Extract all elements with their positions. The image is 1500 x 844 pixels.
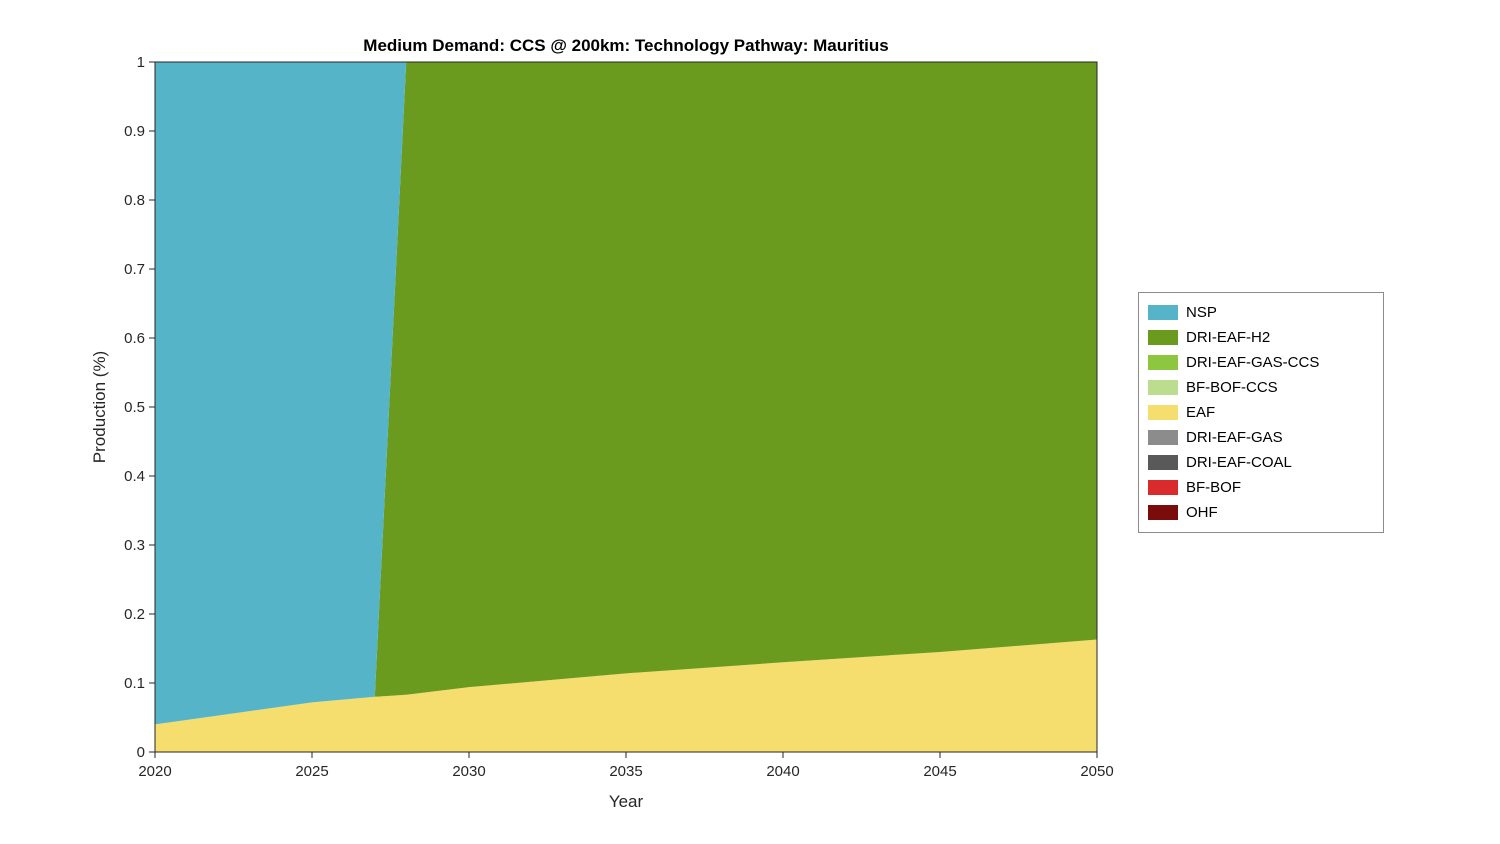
y-tick-label: 0.7	[124, 261, 145, 278]
x-tick-label: 2025	[295, 763, 328, 780]
legend-item-OHF: OHF	[1148, 500, 1374, 525]
legend-swatch-DRI-EAF-GAS-CCS	[1148, 355, 1178, 370]
area-series-DRI-EAF-H2	[155, 62, 1097, 725]
legend-swatch-OHF	[1148, 505, 1178, 520]
x-tick-label: 2030	[452, 763, 485, 780]
legend-item-EAF: EAF	[1148, 400, 1374, 425]
y-tick-label: 0.3	[124, 537, 145, 554]
x-axis-label: Year	[608, 792, 644, 811]
legend: NSP DRI-EAF-H2 DRI-EAF-GAS-CCS BF-BOF-CCS EA…	[1138, 292, 1384, 533]
legend-label: DRI-EAF-GAS-CCS	[1186, 354, 1320, 371]
legend-swatch-DRI-EAF-H2	[1148, 330, 1178, 345]
y-tick-label: 0.5	[124, 399, 145, 416]
legend-label: BF-BOF	[1186, 479, 1241, 496]
legend-swatch-BF-BOF	[1148, 480, 1178, 495]
legend-item-DRI-EAF-GAS-CCS: DRI-EAF-GAS-CCS	[1148, 350, 1374, 375]
x-tick-label: 2040	[766, 763, 799, 780]
legend-swatch-NSP	[1148, 305, 1178, 320]
y-tick-label: 0.2	[124, 606, 145, 623]
y-tick-label: 0.8	[124, 192, 145, 209]
legend-label: DRI-EAF-GAS	[1186, 429, 1283, 446]
legend-item-DRI-EAF-GAS: DRI-EAF-GAS	[1148, 425, 1374, 450]
area-series-NSP	[155, 62, 1097, 725]
y-axis-label: Production (%)	[90, 350, 109, 464]
legend-label: NSP	[1186, 304, 1217, 321]
legend-item-NSP: NSP	[1148, 300, 1374, 325]
y-tick-label: 0.4	[124, 468, 145, 485]
x-tick-label: 2035	[609, 763, 642, 780]
legend-label: OHF	[1186, 504, 1218, 521]
legend-label: DRI-EAF-H2	[1186, 329, 1271, 346]
y-tick-label: 0.1	[124, 675, 145, 692]
legend-swatch-BF-BOF-CCS	[1148, 380, 1178, 395]
area-series-EAF	[155, 639, 1097, 752]
legend-label: BF-BOF-CCS	[1186, 379, 1278, 396]
legend-item-BF-BOF: BF-BOF	[1148, 475, 1374, 500]
legend-item-DRI-EAF-COAL: DRI-EAF-COAL	[1148, 450, 1374, 475]
legend-swatch-DRI-EAF-COAL	[1148, 455, 1178, 470]
legend-item-DRI-EAF-H2: DRI-EAF-H2	[1148, 325, 1374, 350]
y-tick-label: 0	[137, 744, 145, 761]
legend-item-BF-BOF-CCS: BF-BOF-CCS	[1148, 375, 1374, 400]
y-tick-label: 0.9	[124, 123, 145, 140]
x-tick-label: 2045	[923, 763, 956, 780]
y-tick-label: 1	[137, 54, 145, 71]
x-tick-label: 2020	[138, 763, 171, 780]
y-tick-label: 0.6	[124, 330, 145, 347]
legend-swatch-DRI-EAF-GAS	[1148, 430, 1178, 445]
x-tick-label: 2050	[1080, 763, 1113, 780]
chart-title: Medium Demand: CCS @ 200km: Technology P…	[363, 36, 889, 55]
legend-label: EAF	[1186, 404, 1216, 421]
legend-swatch-EAF	[1148, 405, 1178, 420]
legend-label: DRI-EAF-COAL	[1186, 454, 1292, 471]
